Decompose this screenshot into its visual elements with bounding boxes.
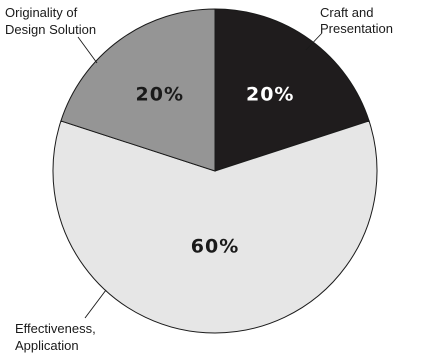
pct-label-effectiveness-application: 60% bbox=[191, 236, 239, 258]
pct-label-originality-of-design-solution: 20% bbox=[136, 83, 184, 105]
pct-label-craft-and-presentation: 20% bbox=[246, 83, 294, 105]
label-originality: Originality of Design Solution bbox=[5, 5, 96, 37]
pie-slice-originality-of-design-solution bbox=[60, 8, 216, 172]
label-effectiveness: Effectiveness, Application bbox=[15, 321, 99, 353]
leader-line-effectiveness bbox=[84, 289, 107, 319]
label-craft-presentation: Craft and Presentation bbox=[320, 5, 393, 36]
leader-line-originality bbox=[77, 36, 98, 64]
pie-slice-craft-and-presentation bbox=[214, 8, 370, 172]
leader-line-craft-presentation bbox=[305, 32, 323, 51]
pie-slice-effectiveness-application bbox=[52, 120, 378, 334]
